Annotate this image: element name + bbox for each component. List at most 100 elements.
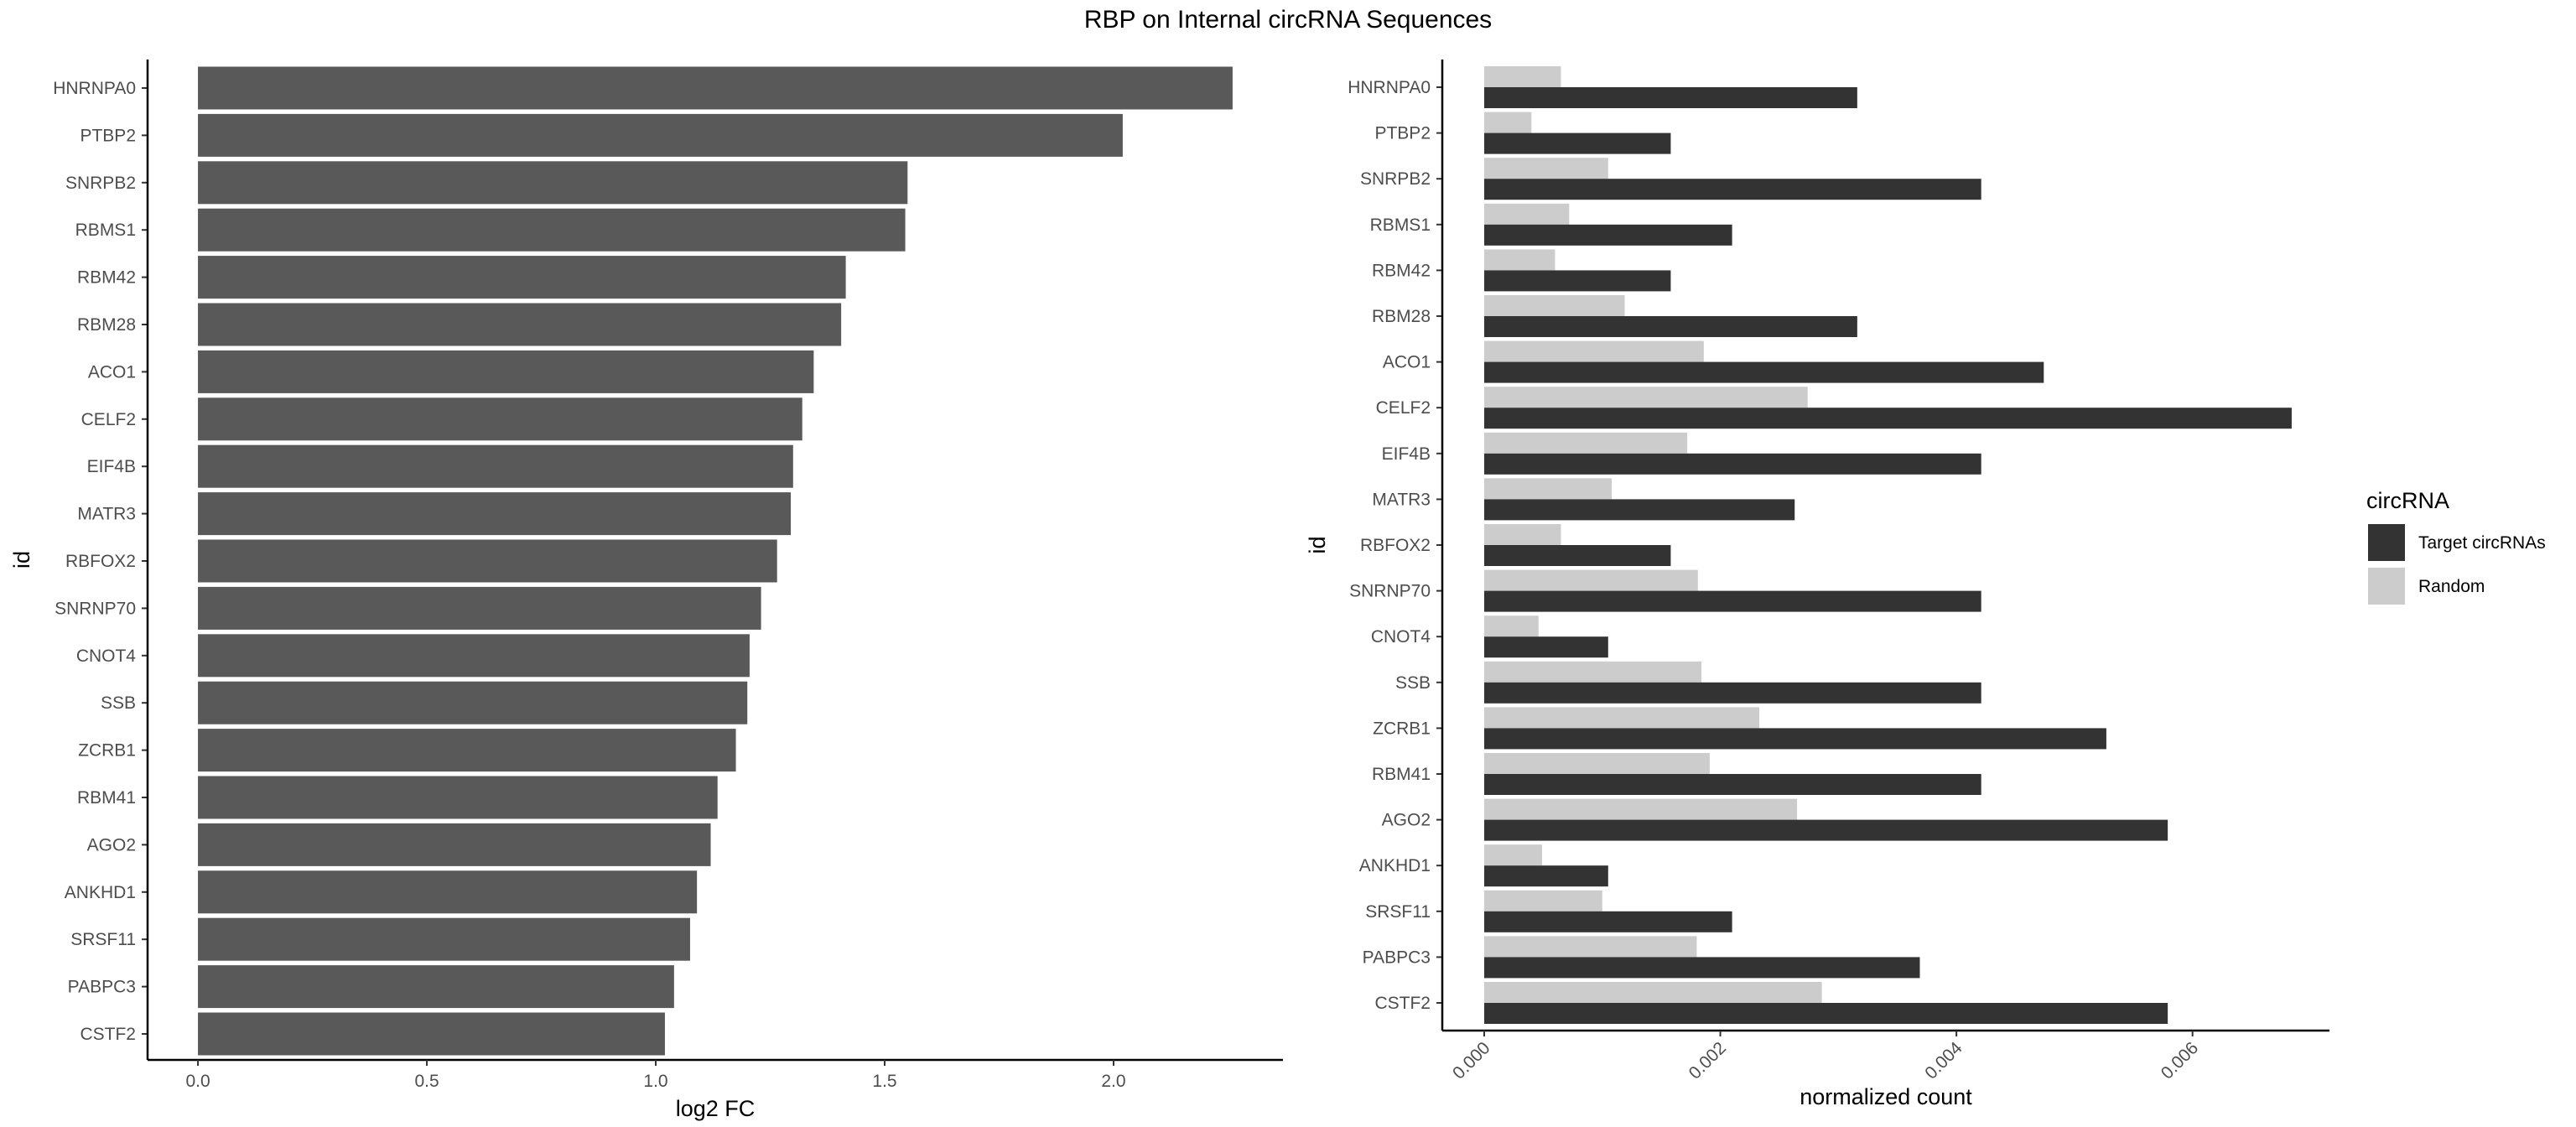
y-tick-label-matr3: MATR3: [77, 505, 136, 524]
y-tick-label-rbm41: RBM41: [77, 788, 136, 808]
y-tick-label-rbm28: RBM28: [1372, 307, 1431, 326]
legend: circRNA Target circRNAs Random: [2366, 488, 2546, 605]
x-tick-label: 1.0: [643, 1072, 667, 1091]
bar-random-pabpc3: [1483, 936, 1697, 958]
bar-target-eif4b: [1483, 453, 1981, 475]
bar-log2fc-aco1: [198, 350, 814, 393]
bar-random-ssb: [1483, 661, 1702, 683]
y-tick-label-snrpb2: SNRPB2: [65, 174, 136, 193]
y-tick-label-cnot4: CNOT4: [76, 647, 136, 666]
y-tick-label-snrnp70: SNRNP70: [55, 599, 136, 618]
y-tick-label-rbm42: RBM42: [77, 268, 136, 288]
bar-random-ptbp2: [1483, 112, 1532, 133]
bar-target-ago2: [1483, 819, 2168, 841]
y-tick-label-zcrb1: ZCRB1: [78, 741, 136, 761]
right-chart-normalized-count: HNRNPA0 PTBP2 SNRPB2 RBMS1 RBM42 RBM28 ACO1 CEL…: [1305, 60, 2329, 1109]
bar-target-zcrb1: [1483, 728, 2106, 750]
bar-random-zcrb1: [1483, 707, 1760, 729]
y-tick-label-snrpb2: SNRPB2: [1360, 169, 1431, 189]
x-tick-label: 2.0: [1101, 1072, 1125, 1091]
y-tick-label-cstf2: CSTF2: [80, 1025, 136, 1044]
x-tick-label: 0.5: [414, 1072, 439, 1091]
bar-random-rbfox2: [1483, 524, 1561, 545]
bar-log2fc-rbm41: [198, 776, 718, 819]
bar-target-rbm41: [1483, 774, 1981, 795]
x-tick-label: 0.006: [2158, 1038, 2202, 1083]
y-tick-label-ago2: AGO2: [87, 835, 136, 854]
bar-target-cstf2: [1483, 1003, 2168, 1024]
bar-target-hnrnpa0: [1483, 87, 1857, 108]
y-axis-title: id: [9, 551, 34, 569]
bar-random-rbm28: [1483, 295, 1625, 316]
bar-random-ankhd1: [1483, 844, 1542, 866]
y-axis-title: id: [1305, 536, 1330, 553]
y-tick-label-matr3: MATR3: [1372, 490, 1431, 509]
legend-swatch-target-circrnas: [2368, 524, 2405, 561]
bar-log2fc-matr3: [198, 492, 792, 536]
bar-random-aco1: [1483, 340, 1704, 362]
figure-title: RBP on Internal circRNA Sequences: [1084, 6, 1492, 34]
bar-log2fc-ssb: [198, 681, 748, 724]
bar-log2fc-srsf11: [198, 917, 690, 961]
legend-label-target-circrnas: Target circRNAs: [2418, 533, 2546, 553]
bar-target-rbfox2: [1483, 545, 1671, 566]
bar-random-celf2: [1483, 387, 1808, 408]
y-tick-label-ankhd1: ANKHD1: [65, 883, 136, 902]
bar-log2fc-rbm42: [198, 256, 846, 299]
bar-random-rbm41: [1483, 753, 1710, 774]
y-tick-label-aco1: ACO1: [88, 362, 136, 382]
y-tick-label-eif4b: EIF4B: [87, 457, 136, 476]
y-tick-label-celf2: CELF2: [81, 410, 136, 429]
bar-random-eif4b: [1483, 432, 1688, 454]
bar-target-rbm42: [1483, 270, 1671, 292]
bar-target-ptbp2: [1483, 132, 1671, 154]
bar-log2fc-rbm28: [198, 303, 842, 346]
bar-target-aco1: [1483, 361, 2044, 383]
x-tick-label: 1.5: [872, 1072, 896, 1091]
y-tick-label-celf2: CELF2: [1376, 398, 1431, 418]
bar-random-cstf2: [1483, 982, 1822, 1003]
x-axis-title: normalized count: [1800, 1084, 1972, 1109]
bar-target-srsf11: [1483, 911, 1732, 932]
bar-random-ago2: [1483, 798, 1798, 820]
y-tick-label-srsf11: SRSF11: [1365, 902, 1431, 922]
bar-log2fc-ankhd1: [198, 870, 698, 914]
bar-target-matr3: [1483, 499, 1795, 521]
y-tick-label-rbm42: RBM42: [1372, 261, 1431, 280]
y-tick-label-srsf11: SRSF11: [70, 930, 136, 949]
bar-target-ssb: [1483, 682, 1981, 704]
bar-target-ankhd1: [1483, 865, 1608, 887]
bar-target-cnot4: [1483, 636, 1608, 658]
bar-log2fc-cnot4: [198, 634, 750, 678]
y-tick-label-rbm41: RBM41: [1372, 765, 1431, 784]
y-tick-label-cnot4: CNOT4: [1371, 627, 1431, 647]
bar-log2fc-ptbp2: [198, 113, 1123, 157]
y-tick-label-snrnp70: SNRNP70: [1349, 582, 1431, 601]
bar-log2fc-eif4b: [198, 444, 793, 488]
bar-log2fc-ago2: [198, 823, 711, 866]
y-tick-label-aco1: ACO1: [1383, 353, 1431, 372]
left-chart-log2fc: HNRNPA0 PTBP2 SNRPB2 RBMS1 RBM42 RBM28 ACO1 CEL…: [9, 60, 1283, 1121]
bar-random-matr3: [1483, 478, 1613, 500]
y-tick-label-hnrnpa0: HNRNPA0: [53, 79, 136, 98]
y-tick-label-ankhd1: ANKHD1: [1359, 856, 1431, 875]
y-tick-label-ssb: SSB: [101, 693, 136, 713]
y-tick-label-hnrnpa0: HNRNPA0: [1348, 78, 1431, 97]
legend-label-random: Random: [2418, 577, 2485, 596]
bar-log2fc-snrnp70: [198, 586, 761, 630]
bar-log2fc-snrpb2: [198, 161, 908, 205]
bar-target-snrpb2: [1483, 179, 1981, 200]
y-tick-label-ptbp2: PTBP2: [1374, 124, 1431, 143]
bar-random-snrpb2: [1483, 158, 1608, 179]
bar-target-celf2: [1483, 408, 2292, 429]
x-tick-label: 0.004: [1921, 1038, 1966, 1083]
bar-random-srsf11: [1483, 890, 1602, 911]
y-tick-label-rbms1: RBMS1: [75, 221, 136, 240]
y-tick-label-rbfox2: RBFOX2: [1360, 536, 1431, 555]
bar-target-rbms1: [1483, 224, 1732, 246]
x-tick-label: 0.0: [185, 1072, 210, 1091]
legend-swatch-random: [2368, 568, 2405, 605]
y-tick-label-cstf2: CSTF2: [1374, 994, 1431, 1013]
bar-target-snrnp70: [1483, 590, 1981, 612]
